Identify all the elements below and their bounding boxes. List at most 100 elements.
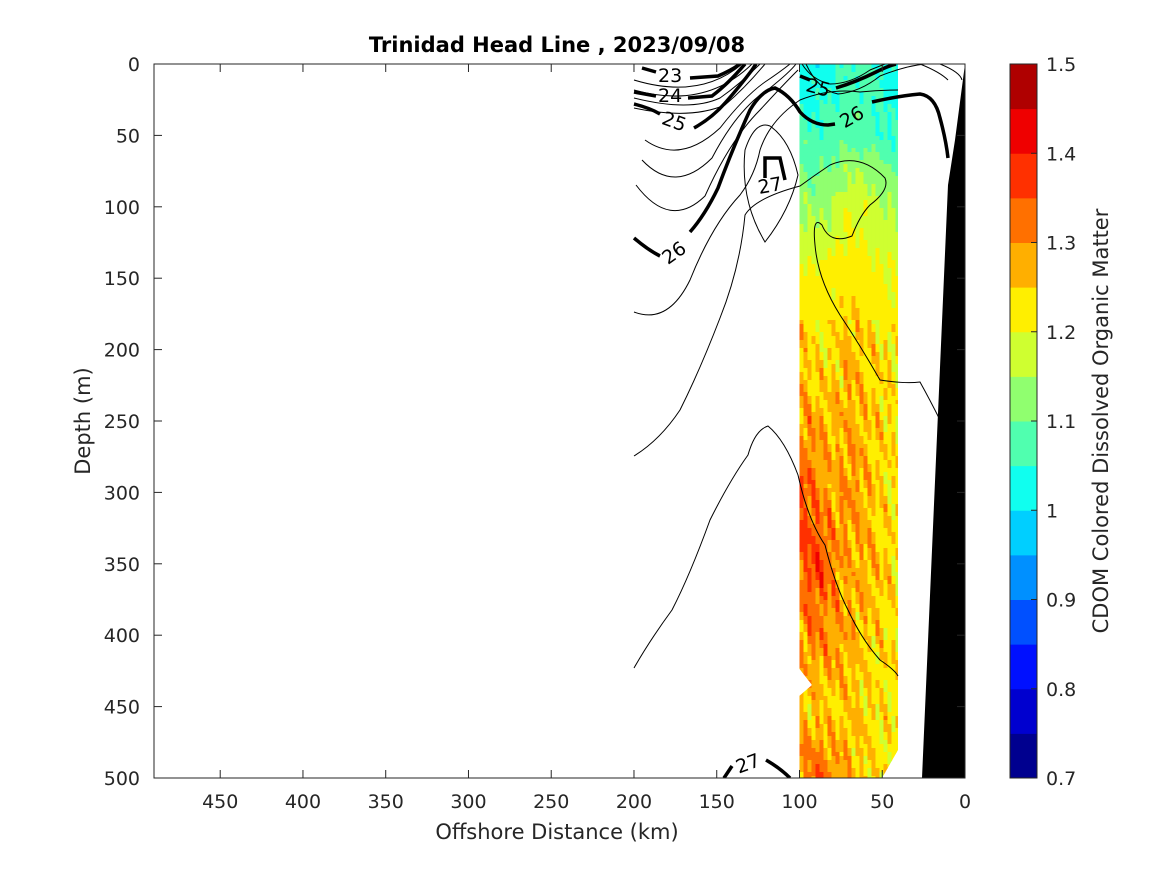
heatmap-cell [871, 696, 877, 701]
heatmap-cell [863, 584, 869, 589]
heatmap-cell [807, 212, 813, 217]
heatmap-cell [827, 636, 833, 641]
heatmap-cell [835, 708, 841, 713]
heatmap-cell [843, 88, 849, 93]
heatmap-cell [867, 604, 873, 609]
heatmap-cell [863, 256, 869, 261]
heatmap-cell [859, 116, 865, 121]
heatmap-cell [879, 704, 885, 709]
heatmap-cell [807, 748, 813, 753]
heatmap-cell [847, 252, 853, 257]
heatmap-cell [855, 224, 861, 229]
heatmap-cell [823, 296, 829, 301]
heatmap-cell [859, 588, 865, 593]
heatmap-cell [875, 456, 881, 461]
heatmap-cell [871, 452, 877, 457]
heatmap-cell [875, 432, 881, 437]
heatmap-cell [859, 136, 865, 141]
heatmap-cell [895, 608, 898, 613]
heatmap-cell [859, 752, 865, 757]
heatmap-cell [851, 532, 857, 537]
heatmap-cell [891, 388, 897, 393]
heatmap-cell [855, 468, 861, 473]
heatmap-cell [799, 324, 805, 329]
heatmap-cell [819, 608, 825, 613]
heatmap-cell [819, 556, 825, 561]
heatmap-cell [863, 292, 869, 297]
y-tick-label: 400 [104, 625, 140, 647]
contour-thin [939, 64, 963, 81]
heatmap-cell [823, 640, 829, 645]
heatmap-cell [867, 636, 873, 641]
heatmap-cell [855, 564, 861, 569]
heatmap-cell [867, 396, 873, 401]
heatmap-cell [815, 268, 821, 273]
heatmap-cell [891, 248, 897, 253]
heatmap-cell [883, 600, 889, 605]
heatmap-cell [823, 492, 829, 497]
heatmap-cell [851, 712, 857, 717]
heatmap-cell [839, 312, 845, 317]
heatmap-cell [835, 108, 841, 113]
heatmap-cell [871, 556, 877, 561]
heatmap-cell [883, 304, 889, 309]
heatmap-cell [827, 700, 833, 705]
heatmap-cell [887, 444, 893, 449]
heatmap-cell [867, 684, 873, 689]
heatmap-cell [815, 596, 821, 601]
heatmap-cell [863, 116, 869, 121]
heatmap-cell [819, 704, 825, 709]
heatmap-cell [855, 568, 861, 573]
heatmap-cell [823, 176, 829, 181]
heatmap-cell [815, 776, 821, 778]
heatmap-cell [831, 528, 837, 533]
heatmap-cell [875, 656, 881, 661]
heatmap-cell [863, 624, 869, 629]
heatmap-cell [847, 708, 853, 713]
heatmap-cell [815, 516, 821, 521]
heatmap-cell [887, 392, 893, 397]
heatmap-cell [831, 520, 837, 525]
heatmap-cell [807, 556, 813, 561]
heatmap-cell [855, 500, 861, 505]
heatmap-cell [807, 372, 813, 377]
heatmap-cell [843, 276, 849, 281]
heatmap-cell [895, 548, 898, 553]
heatmap-cell [875, 620, 881, 625]
heatmap-cell [839, 516, 845, 521]
heatmap-cell [799, 244, 805, 249]
heatmap-cell [827, 204, 833, 209]
heatmap-cell [835, 620, 841, 625]
heatmap-cell [867, 764, 873, 769]
heatmap-cell [803, 772, 809, 777]
heatmap-cell [883, 136, 889, 141]
heatmap-cell [811, 456, 817, 461]
heatmap-cell [827, 688, 833, 693]
heatmap-cell [895, 584, 898, 589]
heatmap-cell [799, 704, 805, 709]
heatmap-cell [895, 276, 898, 281]
heatmap-cell [803, 304, 809, 309]
heatmap-cell [827, 252, 833, 257]
heatmap-cell [891, 624, 897, 629]
heatmap-cell [803, 284, 809, 289]
heatmap-cell [871, 632, 877, 637]
heatmap-cell [891, 240, 897, 245]
heatmap-cell [875, 560, 881, 565]
heatmap-cell [887, 348, 893, 353]
heatmap-cell [843, 420, 849, 425]
heatmap-cell [855, 736, 861, 741]
heatmap-cell [799, 280, 805, 285]
heatmap-cell [823, 580, 829, 585]
heatmap-cell [831, 648, 837, 653]
heatmap-cell [895, 64, 898, 69]
heatmap-cell [887, 124, 893, 129]
heatmap-cell [871, 136, 877, 141]
heatmap-cell [835, 684, 841, 689]
heatmap-cell [807, 248, 813, 253]
heatmap-cell [863, 168, 869, 173]
heatmap-cell [859, 452, 865, 457]
heatmap-cell [847, 104, 853, 109]
heatmap-cell [855, 748, 861, 753]
heatmap-cell [879, 596, 885, 601]
